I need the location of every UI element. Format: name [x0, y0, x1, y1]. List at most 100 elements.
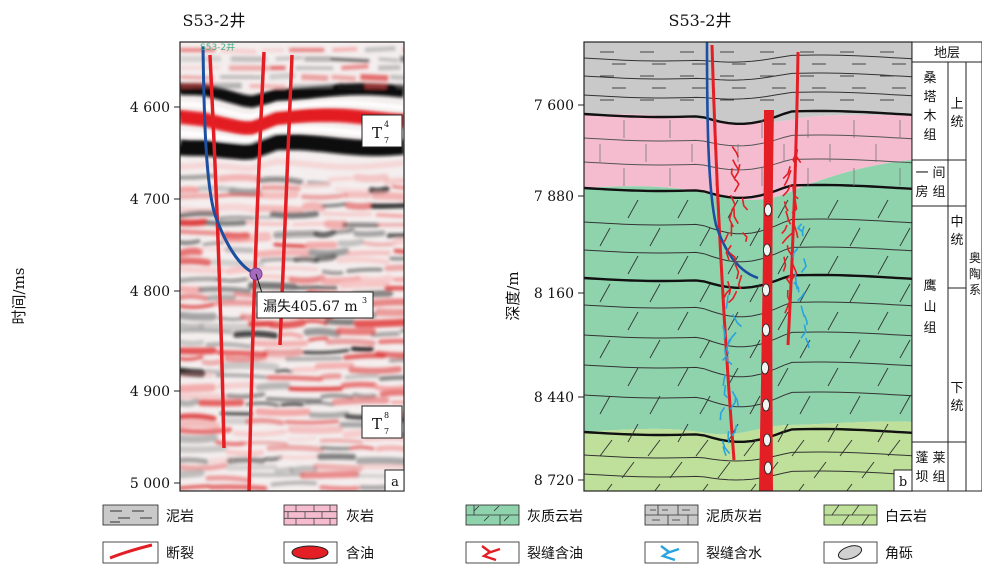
seismic-event [259, 191, 300, 200]
dolomite-mark [899, 283, 911, 303]
dolomite-mark [677, 367, 689, 387]
water-fracture [719, 406, 726, 421]
dolomite-mark [799, 227, 811, 247]
legend-label: 灰岩 [346, 509, 374, 525]
bedding-line [584, 72, 912, 81]
dolomite-mark [777, 199, 789, 219]
seismic-event [333, 228, 356, 235]
seismic-event [180, 462, 228, 472]
breccia-clast [762, 398, 770, 412]
oil-fracture [793, 223, 799, 239]
seismic-event [392, 277, 404, 282]
dolomite-mark [727, 255, 739, 275]
seismic-event [341, 64, 369, 71]
dolomite-mark [750, 483, 757, 491]
seismic-event [217, 316, 245, 321]
horizon-line [584, 109, 912, 125]
dolomite-mark [654, 483, 661, 491]
seismic-event [275, 55, 304, 61]
svg-text:7: 7 [384, 427, 389, 436]
oil-fracture [782, 256, 787, 272]
dolomite-mark [702, 483, 709, 491]
seismic-event [304, 241, 338, 249]
seismic-event [180, 293, 209, 302]
legend-label: 裂缝含油 [527, 546, 583, 562]
fault-line [710, 44, 736, 461]
seismic-event [343, 353, 387, 361]
oil-fracture [786, 245, 793, 256]
seismic-event [180, 322, 205, 331]
oil-fracture [727, 290, 738, 304]
oil-fracture [785, 273, 793, 283]
seismic-event [247, 282, 297, 291]
water-fracture [800, 324, 807, 339]
seismic-event [180, 339, 205, 347]
strata-text-char: 组 [923, 128, 936, 143]
seismic-event [301, 74, 329, 82]
dolomite-mark [627, 311, 639, 331]
legend-label: 含油 [346, 546, 374, 562]
dolomite-mark [799, 395, 811, 415]
seismic-event [317, 453, 357, 460]
bedding-line [584, 134, 912, 147]
bedding-line [584, 361, 912, 378]
water-fracture [727, 431, 730, 444]
oil-fracture [733, 208, 739, 224]
strata-text-char: 组 [923, 321, 936, 336]
strata-text-char: 陶 [969, 266, 981, 281]
y-tick-label: 4 800 [130, 284, 170, 300]
seismic-event [246, 220, 289, 226]
legend-label: 灰质云岩 [527, 509, 583, 525]
seismic-event [180, 276, 219, 283]
seismic-event [180, 413, 217, 422]
fault-line [208, 54, 226, 449]
dolomite-mark [827, 423, 839, 443]
dolomite-mark [727, 311, 739, 331]
seismic-event [279, 454, 318, 461]
seismic-event [180, 383, 216, 393]
dolomite-mark [827, 255, 839, 275]
dolomite-mark [699, 339, 711, 359]
seismic-event [180, 311, 217, 321]
panel-a-label: a [384, 469, 405, 492]
svg-text:8: 8 [384, 411, 389, 420]
strata-text-char: 间 [932, 166, 945, 181]
mudstone-layer [584, 42, 912, 124]
water-fracture [723, 385, 729, 399]
dolomite-mark [599, 283, 611, 303]
legend-label: 角砾 [885, 546, 913, 562]
legend-swatch-argillaceous-limestone [644, 504, 699, 526]
oil-fracture [723, 288, 732, 298]
seismic-event [180, 206, 215, 213]
seismic-event [255, 382, 291, 391]
dolomite-mark [743, 439, 757, 457]
dolomite-mark [647, 439, 661, 457]
legend-swatch-fault [102, 541, 159, 564]
seismic-event [374, 308, 404, 317]
panel-b: S53-2井 T 4 7 T 8 7 b [504, 11, 982, 492]
seismic-event [300, 192, 349, 200]
svg-text:3: 3 [362, 296, 367, 305]
seismic-event [320, 446, 351, 451]
water-fracture [725, 295, 729, 309]
seismic-event [287, 425, 344, 434]
seismic-event [180, 218, 209, 227]
seismic-event [263, 348, 303, 358]
dolomite-mark [877, 311, 889, 331]
dolomite-mark [849, 395, 861, 415]
legend-label: 白云岩 [885, 509, 927, 525]
dolomite-mark [599, 339, 611, 359]
water-fracture [721, 349, 727, 362]
dolomite-mark [777, 423, 789, 443]
seismic-event [180, 173, 216, 180]
dolomite-mark [827, 367, 839, 387]
oil-fracture [731, 146, 739, 158]
seismic-event [329, 57, 370, 63]
dolomite-mark [791, 439, 805, 457]
oil-fracture [782, 184, 792, 197]
y-axis-title: 时间/ms [10, 268, 28, 325]
seismic-event [180, 239, 201, 245]
seismic-event [335, 327, 376, 336]
seismic-event [216, 203, 260, 214]
water-fracture [722, 446, 727, 456]
